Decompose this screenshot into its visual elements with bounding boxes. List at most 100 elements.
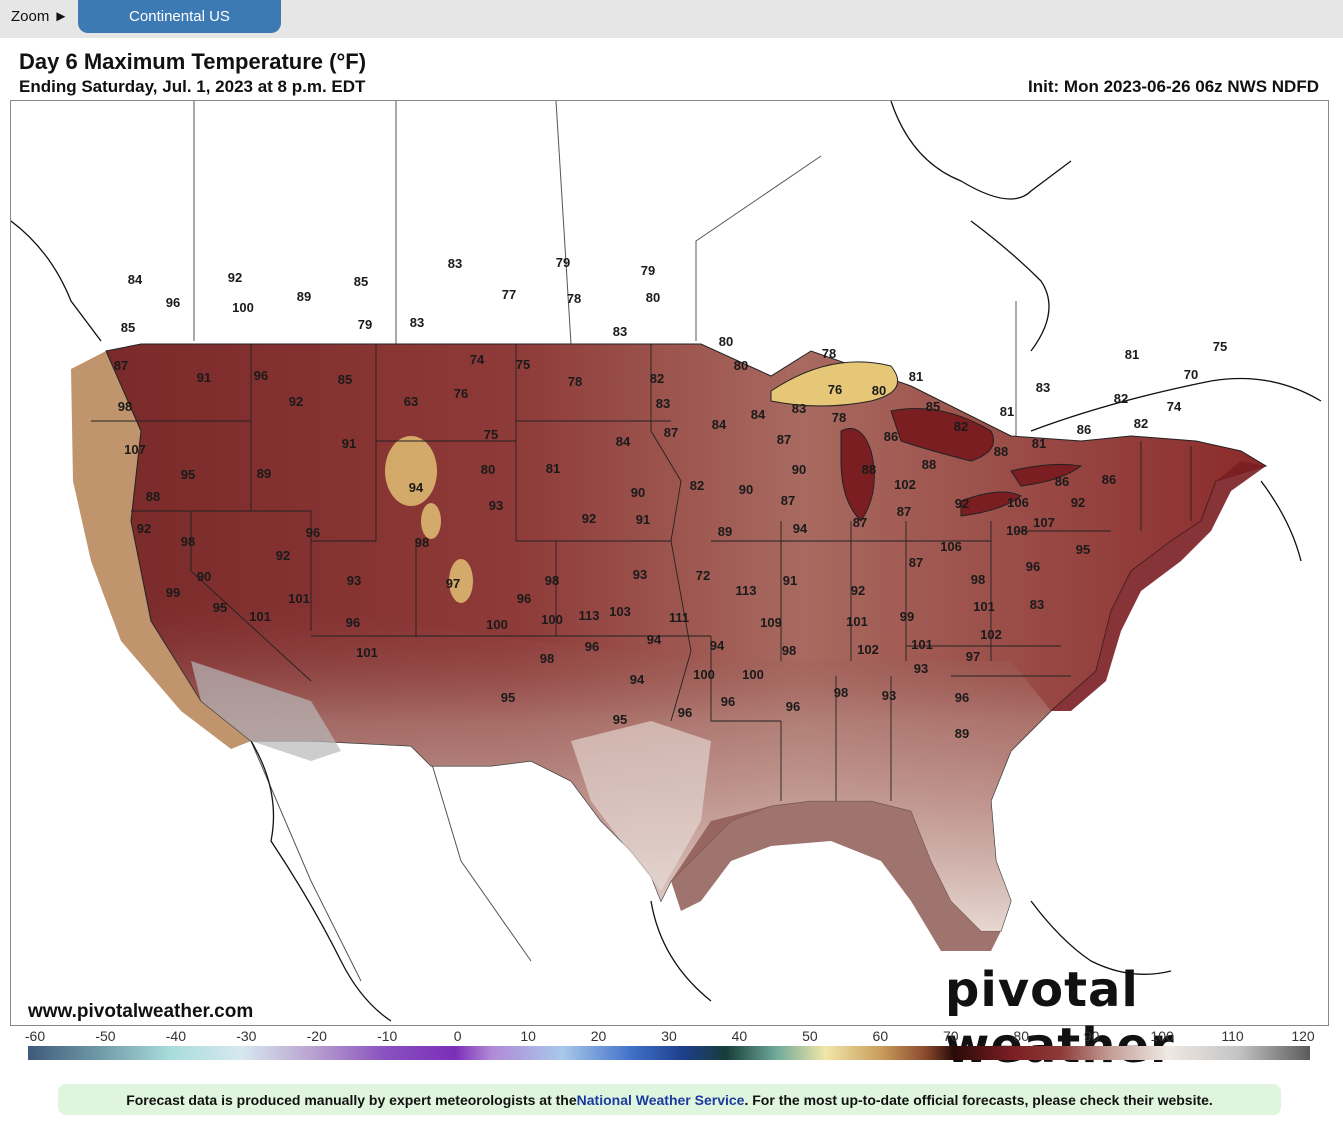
region-button[interactable]: Continental US xyxy=(78,0,281,33)
temperature-label: 92 xyxy=(582,511,596,526)
zoom-label: Zoom ► xyxy=(11,8,69,25)
website-label: www.pivotalweather.com xyxy=(28,1001,254,1022)
temperature-label: 100 xyxy=(693,667,715,682)
temperature-label: 88 xyxy=(994,444,1008,459)
notice-text-after: . For the most up-to-date official forec… xyxy=(744,1091,1213,1108)
temperature-label: 92 xyxy=(228,270,242,285)
forecast-map: 84 92 85 96 100 89 85 83 79 77 78 79 80 87 91 96 79 83 74 7… xyxy=(10,100,1329,1026)
temperature-label: 97 xyxy=(966,649,980,664)
colorbar-tick-label: 120 xyxy=(1291,1028,1315,1044)
temperature-label: 113 xyxy=(579,608,600,623)
temperature-label: 79 xyxy=(556,255,570,270)
temperature-label: 87 xyxy=(853,515,867,530)
temperature-label: 81 xyxy=(546,461,560,476)
temperature-label: 82 xyxy=(954,419,968,434)
temperature-label: 94 xyxy=(630,672,645,687)
colorbar-tick-label: 110 xyxy=(1221,1028,1244,1044)
temperature-label: 80 xyxy=(734,358,748,373)
temperature-label: 80 xyxy=(719,334,733,349)
temperature-label: 78 xyxy=(832,410,846,425)
temperature-label: 96 xyxy=(678,705,692,720)
init-time: Init: Mon 2023-06-26 06z NWS NDFD xyxy=(1028,77,1319,96)
temperature-label: 92 xyxy=(1071,495,1085,510)
temperature-label: 85 xyxy=(354,274,368,289)
temperature-label: 89 xyxy=(718,524,732,539)
temperature-label: 94 xyxy=(793,521,808,536)
temperature-label: 95 xyxy=(501,690,515,705)
temperature-label: 92 xyxy=(955,496,969,511)
temperature-label: 98 xyxy=(118,399,132,414)
temperature-labels: 84 92 85 96 100 89 85 83 79 77 78 79 80 87 91 96 79 83 74 7… xyxy=(114,255,1227,741)
colorbar-ticks: -60 -50 -40 -30 -20 -10 0 10 20 30 40 50 60 70 80 90 100… xyxy=(0,1026,1343,1044)
temperature-label: 83 xyxy=(1036,380,1050,395)
temperature-label: 101 xyxy=(846,614,868,629)
colorbar-tick-label: 60 xyxy=(872,1028,889,1044)
temperature-label: 74 xyxy=(1167,399,1182,414)
temperature-label: 85 xyxy=(926,399,940,414)
temperature-label: 85 xyxy=(338,372,352,387)
temperature-label: 84 xyxy=(616,434,631,449)
temperature-label: 98 xyxy=(545,573,559,588)
temperature-label: 113 xyxy=(736,583,757,598)
colorbar-tick-label: -10 xyxy=(377,1028,398,1044)
temperature-label: 94 xyxy=(710,638,725,653)
temperature-label: 83 xyxy=(792,401,806,416)
temperature-label: 80 xyxy=(872,383,886,398)
temperature-label: 102 xyxy=(980,627,1002,642)
temperature-label: 82 xyxy=(690,478,704,493)
temperature-label: 83 xyxy=(410,315,424,330)
nws-link[interactable]: National Weather Service xyxy=(576,1091,745,1108)
temperature-label: 98 xyxy=(181,534,195,549)
temperature-label: 80 xyxy=(481,462,495,477)
temperature-label: 106 xyxy=(940,539,962,554)
colorbar-tick-label: 20 xyxy=(590,1028,607,1044)
temperature-label: 87 xyxy=(781,493,795,508)
temperature-label: 84 xyxy=(128,272,143,287)
temperature-label: 98 xyxy=(971,572,985,587)
temperature-label: 76 xyxy=(828,382,842,397)
temperature-label: 102 xyxy=(857,642,879,657)
temperature-label: 89 xyxy=(297,289,311,304)
colorbar-tick-label: -30 xyxy=(236,1028,257,1044)
temperature-label: 98 xyxy=(540,651,554,666)
temperature-label: 92 xyxy=(137,521,151,536)
temperature-label: 93 xyxy=(489,498,503,513)
temperature-label: 96 xyxy=(166,295,180,310)
temperature-label: 92 xyxy=(289,394,303,409)
temperature-label: 87 xyxy=(777,432,791,447)
temperature-label: 95 xyxy=(1076,542,1090,557)
temperature-label: 101 xyxy=(249,609,271,624)
temperature-label: 87 xyxy=(909,555,923,570)
temperature-label: 97 xyxy=(446,576,460,591)
temperature-label: 98 xyxy=(415,535,429,550)
temperature-label: 98 xyxy=(834,685,848,700)
temperature-label: 78 xyxy=(567,291,581,306)
temperature-label: 77 xyxy=(502,287,516,302)
temperature-label: 96 xyxy=(346,615,360,630)
temperature-label: 95 xyxy=(613,712,627,727)
temperature-label: 93 xyxy=(347,573,361,588)
map-subtitle: Ending Saturday, Jul. 1, 2023 at 8 p.m. … xyxy=(19,77,366,96)
temperature-label: 78 xyxy=(568,374,582,389)
temperature-label: 86 xyxy=(1055,474,1069,489)
colorbar-tick-label: 100 xyxy=(1150,1028,1174,1044)
colorbar-tick-label: -50 xyxy=(95,1028,116,1044)
temperature-label: 74 xyxy=(470,352,485,367)
colorbar-tick-label: 70 xyxy=(942,1028,959,1044)
boundary-lines xyxy=(193,101,1017,982)
temperature-label: 90 xyxy=(197,569,211,584)
colorbar-tick-label: -40 xyxy=(165,1028,186,1044)
temperature-label: 101 xyxy=(973,599,995,614)
temperature-label: 109 xyxy=(760,615,782,630)
colorbar-tick-label: 80 xyxy=(1013,1028,1030,1044)
desert-southwest xyxy=(191,661,341,761)
temperature-label: 108 xyxy=(1006,523,1028,538)
pacific-coast-shade xyxy=(71,351,251,749)
temperature-label: 96 xyxy=(254,368,268,383)
temperature-label: 83 xyxy=(613,324,627,339)
temperature-label: 75 xyxy=(516,357,530,372)
temperature-label: 96 xyxy=(306,525,320,540)
temperature-label: 87 xyxy=(897,504,911,519)
temperature-label: 87 xyxy=(114,358,128,373)
temperature-label: 102 xyxy=(894,477,916,492)
